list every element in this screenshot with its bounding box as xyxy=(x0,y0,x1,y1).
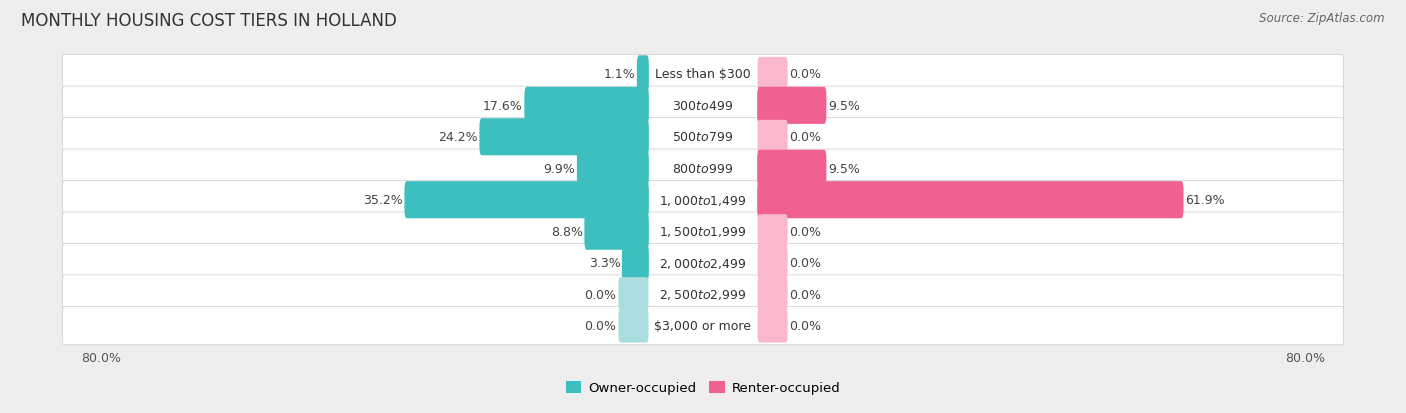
Text: 0.0%: 0.0% xyxy=(585,319,616,332)
Text: 3.3%: 3.3% xyxy=(589,256,620,270)
Text: 0.0%: 0.0% xyxy=(585,288,616,301)
Text: 24.2%: 24.2% xyxy=(439,131,478,144)
FancyBboxPatch shape xyxy=(63,87,1343,125)
Text: 0.0%: 0.0% xyxy=(790,288,821,301)
Text: $1,500 to $1,999: $1,500 to $1,999 xyxy=(659,225,747,239)
Text: Source: ZipAtlas.com: Source: ZipAtlas.com xyxy=(1260,12,1385,25)
FancyBboxPatch shape xyxy=(637,56,648,93)
Text: 17.6%: 17.6% xyxy=(484,100,523,113)
Text: 9.5%: 9.5% xyxy=(828,100,860,113)
FancyBboxPatch shape xyxy=(63,306,1343,345)
Text: 0.0%: 0.0% xyxy=(790,131,821,144)
FancyBboxPatch shape xyxy=(63,212,1343,251)
FancyBboxPatch shape xyxy=(524,88,648,125)
FancyBboxPatch shape xyxy=(619,278,648,311)
Text: $3,000 or more: $3,000 or more xyxy=(655,319,751,332)
Text: 1.1%: 1.1% xyxy=(603,68,636,81)
FancyBboxPatch shape xyxy=(758,58,787,92)
FancyBboxPatch shape xyxy=(63,150,1343,188)
FancyBboxPatch shape xyxy=(63,244,1343,282)
Legend: Owner-occupied, Renter-occupied: Owner-occupied, Renter-occupied xyxy=(565,381,841,394)
Text: 0.0%: 0.0% xyxy=(790,319,821,332)
Text: MONTHLY HOUSING COST TIERS IN HOLLAND: MONTHLY HOUSING COST TIERS IN HOLLAND xyxy=(21,12,396,30)
Text: 0.0%: 0.0% xyxy=(790,68,821,81)
FancyBboxPatch shape xyxy=(63,275,1343,313)
Text: 8.8%: 8.8% xyxy=(551,225,583,238)
FancyBboxPatch shape xyxy=(63,55,1343,94)
FancyBboxPatch shape xyxy=(758,246,787,280)
FancyBboxPatch shape xyxy=(479,119,648,156)
Text: $300 to $499: $300 to $499 xyxy=(672,100,734,113)
FancyBboxPatch shape xyxy=(576,150,648,188)
FancyBboxPatch shape xyxy=(758,121,787,154)
FancyBboxPatch shape xyxy=(585,213,648,250)
FancyBboxPatch shape xyxy=(63,118,1343,157)
FancyBboxPatch shape xyxy=(758,309,787,343)
FancyBboxPatch shape xyxy=(758,215,787,249)
Text: 80.0%: 80.0% xyxy=(82,351,121,364)
Text: Less than $300: Less than $300 xyxy=(655,68,751,81)
Text: $2,500 to $2,999: $2,500 to $2,999 xyxy=(659,287,747,301)
FancyBboxPatch shape xyxy=(619,309,648,343)
Text: 9.5%: 9.5% xyxy=(828,162,860,176)
Text: 35.2%: 35.2% xyxy=(363,194,404,207)
Text: 0.0%: 0.0% xyxy=(790,256,821,270)
FancyBboxPatch shape xyxy=(758,182,1184,219)
Text: $800 to $999: $800 to $999 xyxy=(672,162,734,176)
Text: 9.9%: 9.9% xyxy=(544,162,575,176)
Text: 61.9%: 61.9% xyxy=(1185,194,1225,207)
Text: $1,000 to $1,499: $1,000 to $1,499 xyxy=(659,193,747,207)
FancyBboxPatch shape xyxy=(758,88,827,125)
Text: 80.0%: 80.0% xyxy=(1285,351,1324,364)
Text: $2,000 to $2,499: $2,000 to $2,499 xyxy=(659,256,747,270)
FancyBboxPatch shape xyxy=(405,182,648,219)
FancyBboxPatch shape xyxy=(758,150,827,188)
FancyBboxPatch shape xyxy=(63,181,1343,219)
Text: $500 to $799: $500 to $799 xyxy=(672,131,734,144)
FancyBboxPatch shape xyxy=(621,244,648,282)
Text: 0.0%: 0.0% xyxy=(790,225,821,238)
FancyBboxPatch shape xyxy=(758,278,787,311)
